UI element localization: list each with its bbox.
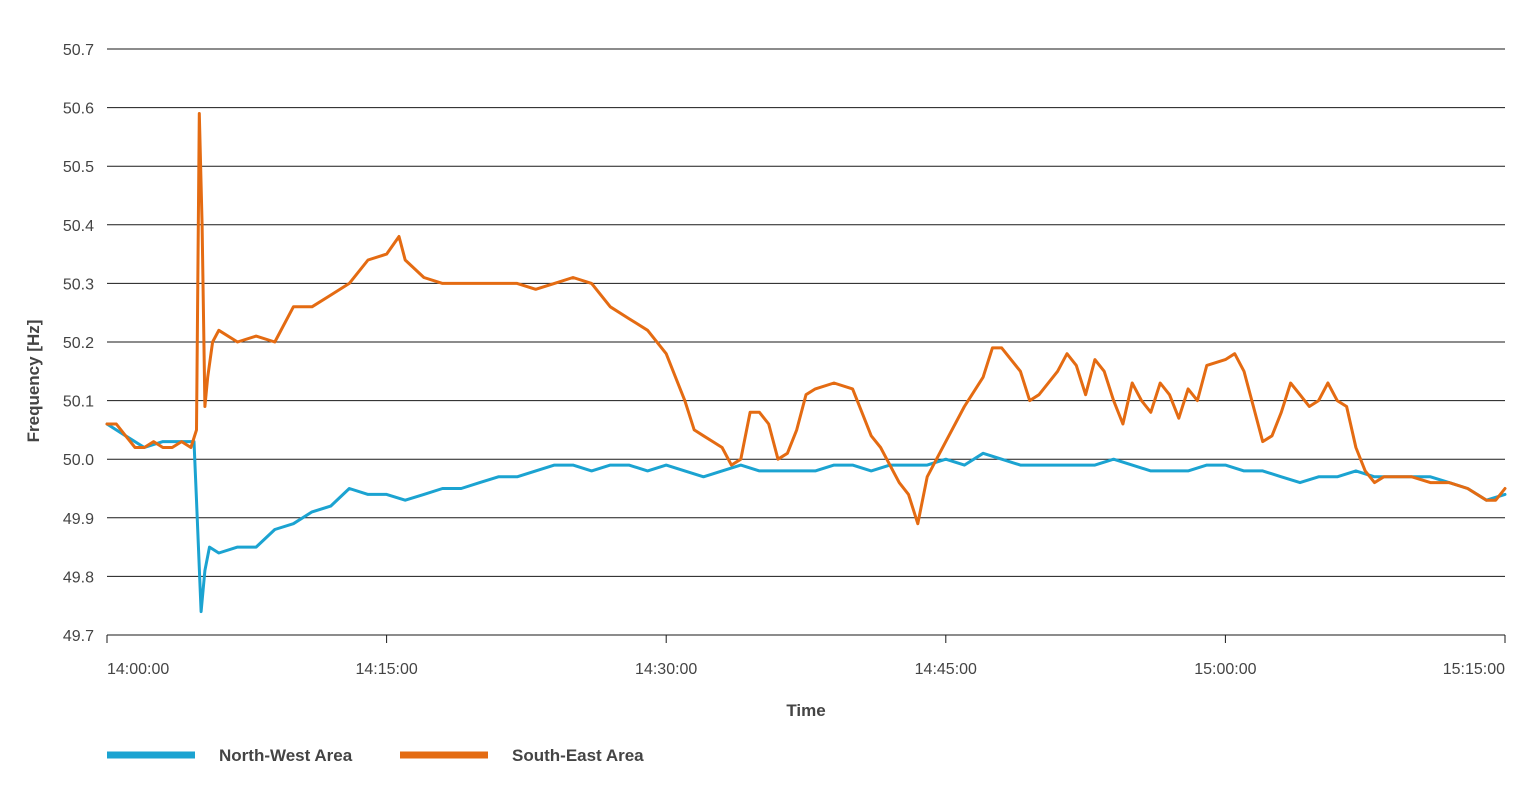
y-tick-label: 50.7 [63,42,94,59]
series-line-south-east-area [105,112,1507,526]
x-tick-label: 15:15:00 [1443,661,1505,678]
gridlines [107,48,1505,577]
y-tick-label: 49.7 [63,628,94,645]
legend-label-north-west-area: North-West Area [219,746,353,765]
y-axis-title: Frequency [Hz] [24,320,43,443]
x-tick-label: 15:00:00 [1194,661,1256,678]
legend-label-south-east-area: South-East Area [512,746,644,765]
y-tick-label: 50.2 [63,335,94,352]
y-tick-label: 49.9 [63,511,94,528]
y-tick-label: 50.5 [63,159,94,176]
y-tick-label: 50.1 [63,394,94,411]
y-tick-label: 50.3 [63,276,94,293]
x-axis: 14:00:00 14:15:00 14:30:00 14:45:00 15:00:00… [106,634,1506,678]
x-tick-label: 14:30:00 [635,661,697,678]
series-line-north-west-area [105,422,1507,614]
y-tick-label: 49.8 [63,569,94,586]
y-tick-label: 50.4 [63,218,94,235]
y-tick-label: 50.6 [63,101,94,118]
series-lines [105,112,1507,614]
legend: North-West Area South-East Area [107,746,644,765]
y-tick-label: 50.0 [63,452,94,469]
x-axis-title: Time [786,701,825,720]
y-axis-tick-labels: 49.7 49.8 49.9 50.0 50.1 50.2 50.3 50.4 50.5 50.6… [63,42,94,645]
x-tick-label: 14:15:00 [355,661,417,678]
x-tick-label: 14:00:00 [107,661,169,678]
x-tick-label: 14:45:00 [915,661,977,678]
